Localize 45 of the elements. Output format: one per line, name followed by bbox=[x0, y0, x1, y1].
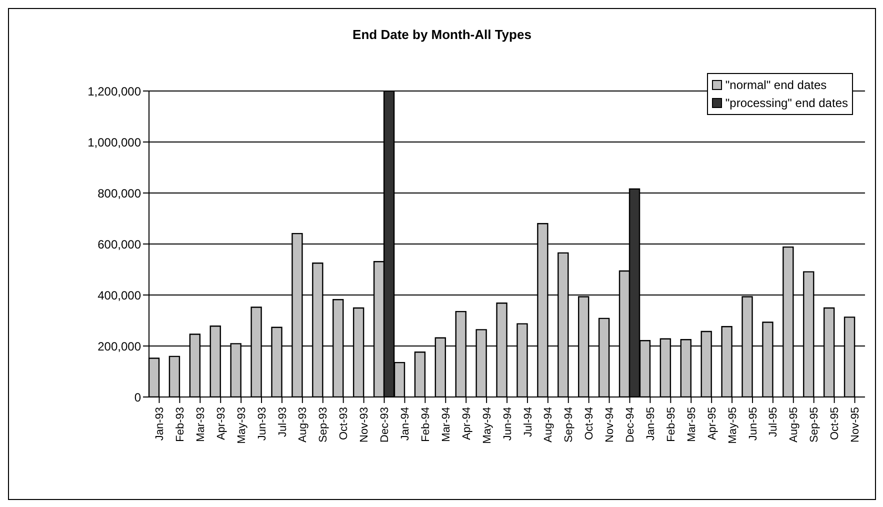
x-tick-label: Sep-93 bbox=[318, 407, 330, 442]
x-tick-label: Jan-93 bbox=[154, 407, 166, 441]
x-tick-label: Feb-95 bbox=[665, 407, 678, 442]
x-tick-label: Sep-94 bbox=[563, 407, 576, 442]
x-tick-label: May-94 bbox=[481, 407, 494, 444]
x-tick-label: Jan-94 bbox=[400, 407, 412, 441]
legend-label: "processing" end dates bbox=[725, 95, 848, 112]
y-tick-label: 600,000 bbox=[98, 237, 142, 252]
x-tick-label: Nov-93 bbox=[358, 407, 371, 442]
x-tick-label: Jun-95 bbox=[747, 407, 760, 441]
y-tick-label: 200,000 bbox=[98, 339, 142, 354]
y-tick-label: 400,000 bbox=[98, 288, 142, 302]
x-tick-label: Feb-93 bbox=[174, 407, 186, 442]
x-tick-label: Mar-94 bbox=[440, 407, 452, 442]
x-tick-label: Nov-94 bbox=[604, 407, 616, 442]
x-tick-label: Jun-94 bbox=[502, 407, 514, 441]
x-tick-label: Jan-95 bbox=[645, 407, 658, 441]
chart-title: End Date by Month-All Types bbox=[352, 27, 532, 42]
x-tick-label: Apr-95 bbox=[706, 407, 718, 440]
y-tick-label: 800,000 bbox=[98, 186, 142, 200]
x-tick-label: Jun-93 bbox=[256, 407, 268, 441]
x-tick-label: May-95 bbox=[726, 407, 739, 444]
x-tick-label: May-93 bbox=[236, 407, 248, 444]
x-tick-label: Jul-93 bbox=[276, 407, 289, 437]
y-tick-label: 1,200,000 bbox=[88, 84, 142, 98]
x-tick-label: Apr-94 bbox=[460, 407, 473, 440]
x-tick-label: Jul-94 bbox=[522, 407, 534, 437]
x-tick-label: Sep-95 bbox=[808, 407, 821, 442]
x-tick-label: Dec-94 bbox=[624, 407, 637, 442]
y-tick-label: 0 bbox=[134, 390, 142, 404]
x-tick-label: Oct-95 bbox=[829, 407, 842, 440]
x-tick-label: Aug-95 bbox=[788, 407, 800, 442]
x-tick-label: Aug-93 bbox=[297, 407, 310, 442]
x-tick-label: Aug-94 bbox=[542, 407, 555, 442]
x-tick-label: Feb-94 bbox=[420, 407, 432, 442]
y-tick-label: 1,000,000 bbox=[88, 135, 142, 150]
legend-label: "normal" end dates bbox=[725, 77, 827, 94]
x-tick-label: Nov-95 bbox=[850, 407, 862, 442]
x-tick-label: Oct-93 bbox=[338, 407, 350, 440]
x-tick-label: Jul-95 bbox=[768, 407, 780, 437]
x-tick-label: Mar-93 bbox=[194, 407, 207, 442]
x-tick-label: Dec-93 bbox=[379, 407, 392, 442]
x-tick-label: Oct-94 bbox=[584, 407, 596, 440]
x-tick-label: Mar-95 bbox=[686, 407, 698, 442]
x-tick-label: Apr-93 bbox=[215, 407, 228, 440]
